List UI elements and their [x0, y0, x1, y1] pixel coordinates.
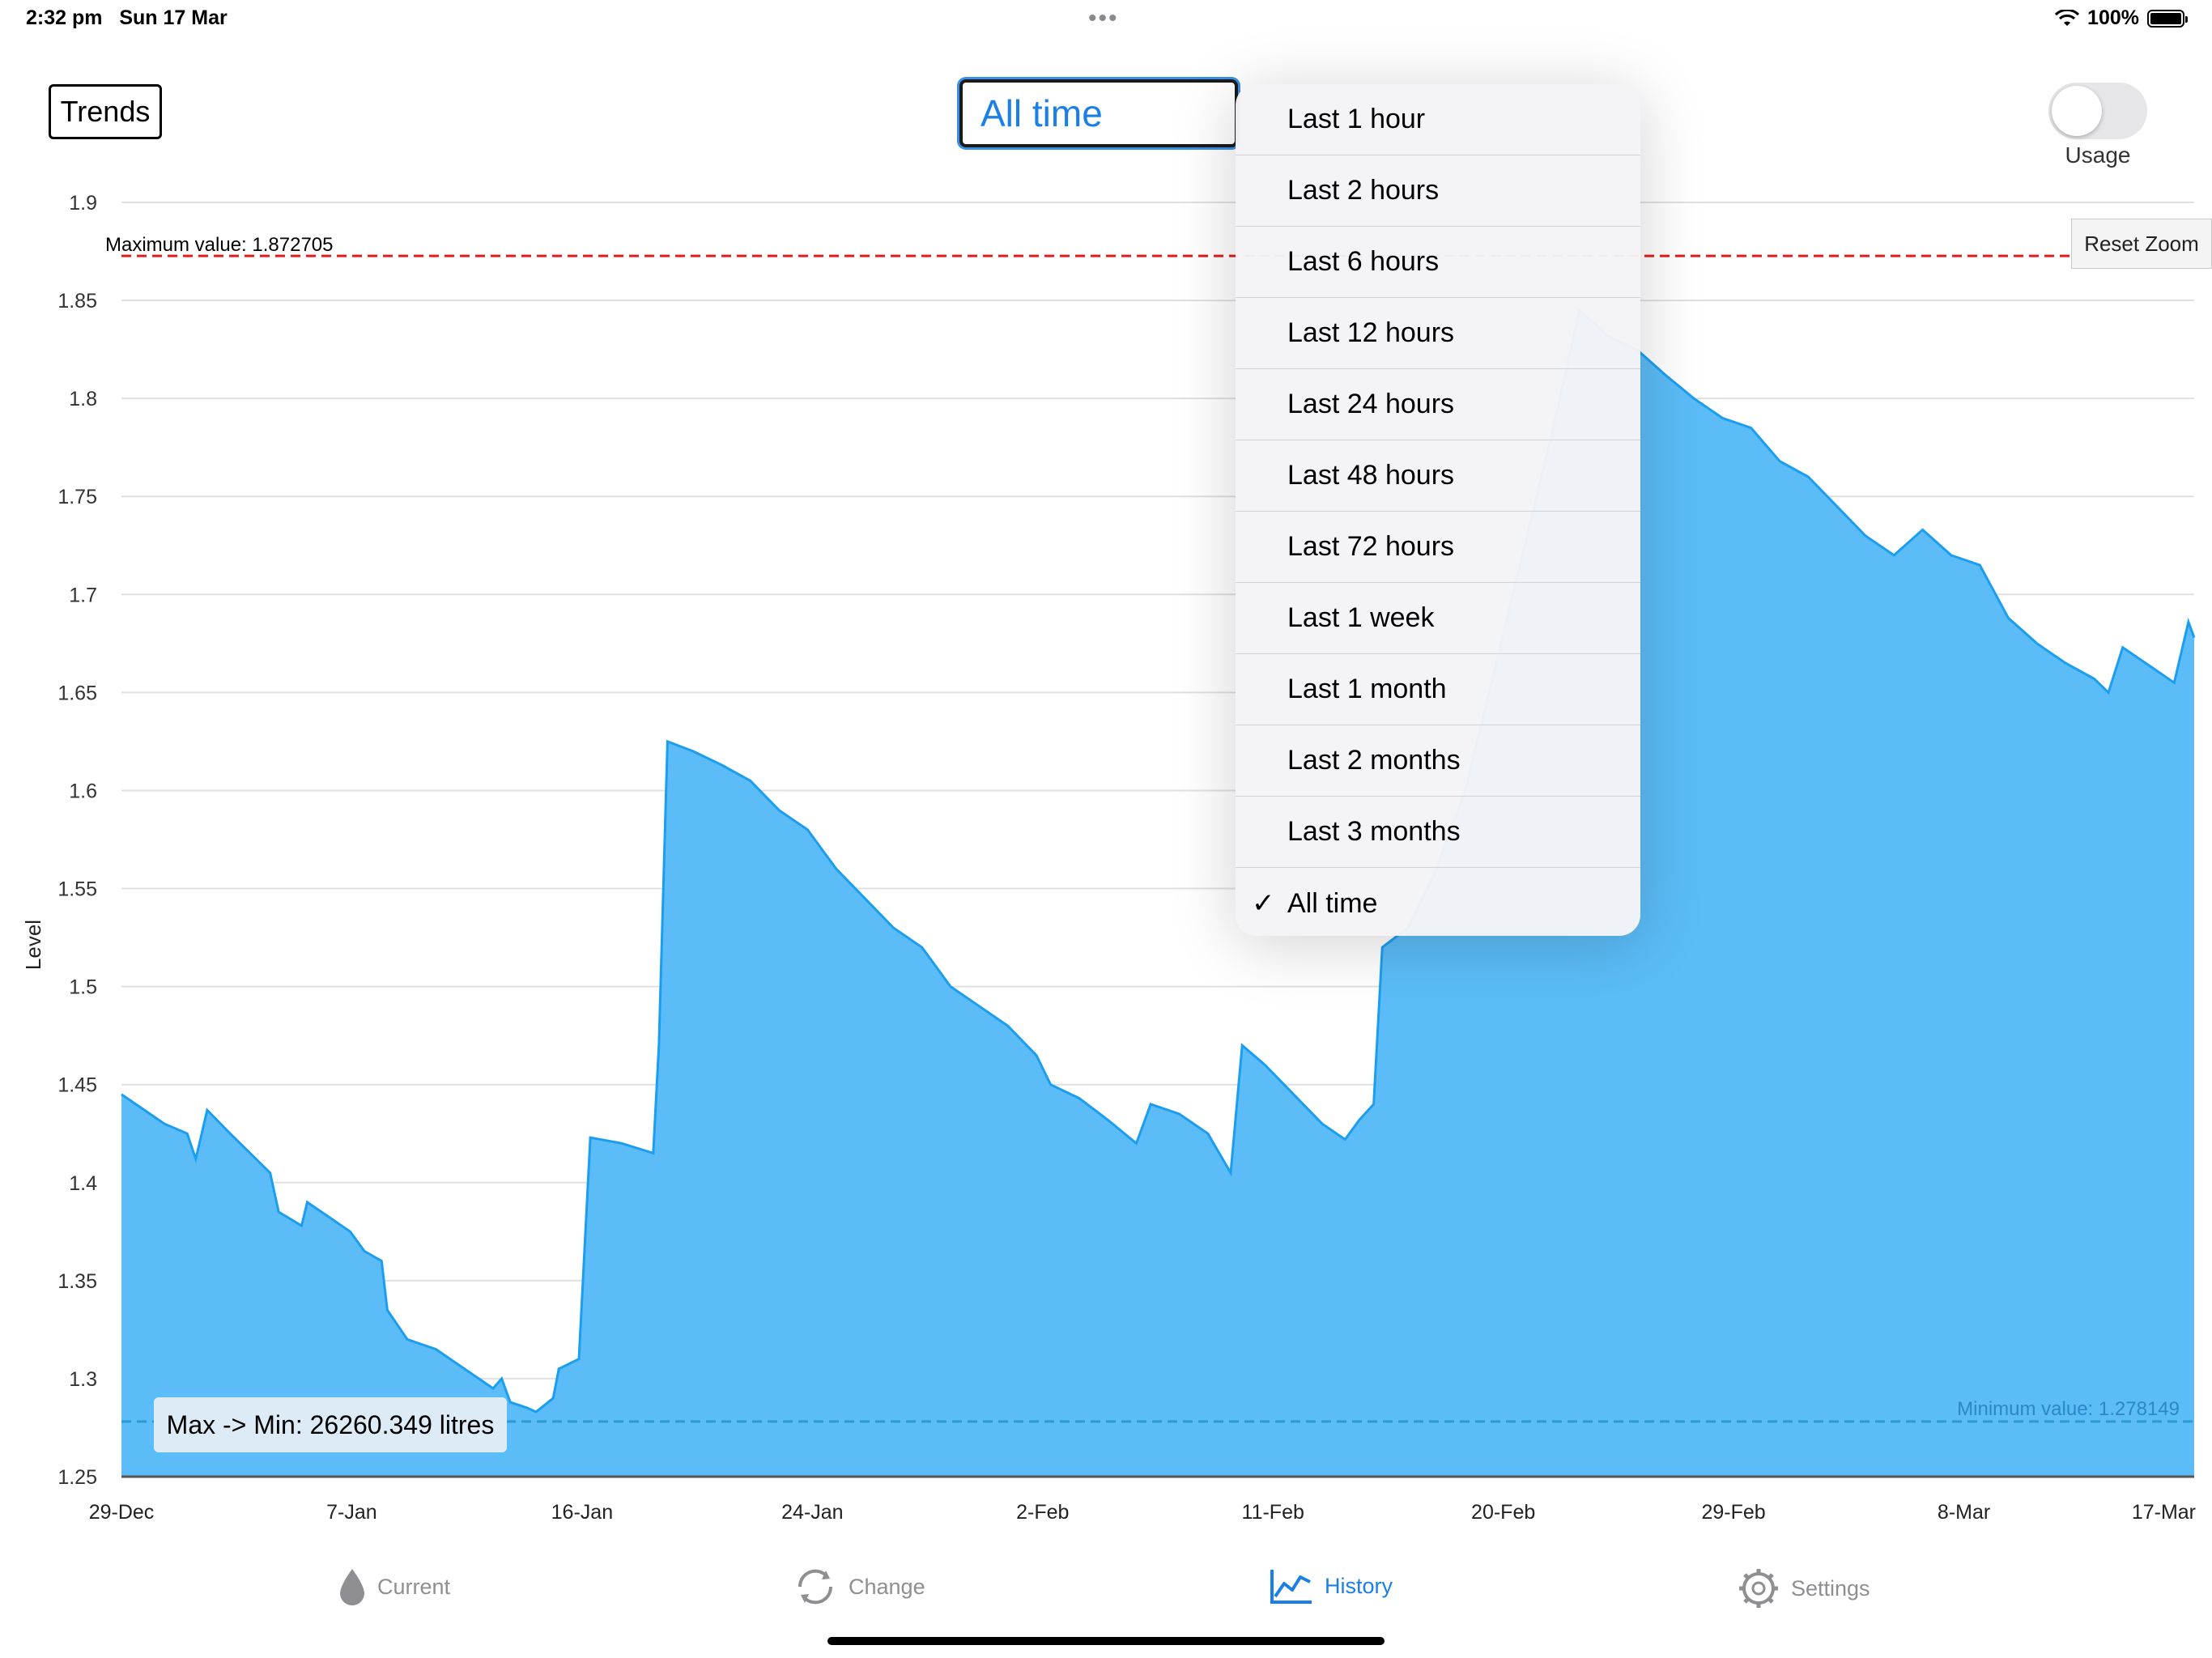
time-range-value: All time: [981, 92, 1103, 134]
time-range-dropdown[interactable]: Last 1 hour Last 2 hours Last 6 hours La…: [1236, 84, 1640, 936]
status-date: Sun 17 Mar: [119, 6, 228, 29]
y-tick-label: 1.25: [57, 1466, 97, 1489]
level-area: [121, 310, 2194, 1477]
x-tick-label: 7-Jan: [326, 1501, 377, 1524]
dropdown-item[interactable]: Last 1 hour: [1236, 84, 1640, 155]
dropdown-item-label: Last 12 hours: [1287, 317, 1455, 348]
dropdown-item-label: Last 2 months: [1287, 745, 1461, 776]
tab-current-label: Current: [377, 1574, 451, 1599]
y-axis-label: Level: [21, 920, 45, 970]
y-tick-label: 1.9: [69, 192, 97, 215]
dropdown-item[interactable]: Last 2 hours: [1236, 155, 1640, 227]
x-tick-label: 16-Jan: [551, 1501, 613, 1524]
x-tick-label: 17-Mar: [2132, 1501, 2196, 1524]
dropdown-item[interactable]: Last 2 months: [1236, 725, 1640, 797]
wifi-icon: [2055, 9, 2080, 26]
dropdown-item-label: Last 72 hours: [1287, 531, 1455, 562]
x-tick-label: 11-Feb: [1242, 1501, 1304, 1524]
time-range-select[interactable]: All time: [959, 79, 1238, 147]
y-tick-label: 1.6: [69, 780, 97, 802]
y-tick-label: 1.8: [69, 388, 97, 410]
status-right: 100%: [2055, 6, 2188, 30]
gear-icon: [1739, 1569, 1778, 1608]
history-chart[interactable]: 1.9 1.85 1.8 1.75 1.7 1.65 1.6 1.55 1.5 1.45 1.4 1.…: [0, 162, 2212, 1538]
y-tick-label: 1.65: [57, 682, 97, 704]
dropdown-item-label: All time: [1287, 887, 1378, 919]
x-tick-label: 2-Feb: [1016, 1501, 1069, 1524]
usage-toggle[interactable]: [2048, 83, 2147, 139]
level-line: [121, 308, 2196, 1414]
battery-icon: [2147, 9, 2188, 28]
dropdown-item-label: Last 24 hours: [1287, 389, 1455, 419]
tab-history-label: History: [1325, 1573, 1393, 1598]
dropdown-item[interactable]: Last 3 months: [1236, 797, 1640, 868]
tab-settings-label: Settings: [1791, 1575, 1870, 1601]
reset-zoom-button[interactable]: Reset Zoom: [2071, 219, 2212, 269]
dropdown-item[interactable]: Last 72 hours: [1236, 512, 1640, 583]
y-tick-label: 1.35: [57, 1270, 97, 1293]
x-tick-label: 29-Feb: [1702, 1501, 1766, 1524]
dropdown-item-label: Last 2 hours: [1287, 175, 1440, 206]
toggle-knob: [2052, 86, 2102, 136]
dropdown-item-selected[interactable]: ✓ All time: [1236, 868, 1640, 936]
y-tick-label: 1.85: [57, 290, 97, 312]
home-indicator: [827, 1637, 1385, 1645]
y-tick-label: 1.3: [69, 1368, 97, 1391]
x-tick-label: 8-Mar: [1938, 1501, 1990, 1524]
multitasking-dots[interactable]: •••: [1088, 5, 1119, 32]
y-tick-label: 1.7: [69, 584, 97, 606]
y-tick-label: 1.75: [57, 486, 97, 508]
dropdown-item-label: Last 1 hour: [1287, 104, 1426, 134]
chart-line-icon: [1270, 1570, 1312, 1604]
battery-percent: 100%: [2087, 6, 2139, 29]
tab-settings[interactable]: Settings: [1738, 1567, 1870, 1609]
trends-button[interactable]: Trends: [49, 84, 162, 139]
dropdown-item[interactable]: Last 24 hours: [1236, 369, 1640, 440]
checkmark-icon: ✓: [1252, 888, 1275, 919]
usage-label: Usage: [2065, 142, 2131, 168]
dropdown-item[interactable]: Last 48 hours: [1236, 440, 1640, 512]
tab-history[interactable]: History: [1270, 1567, 1393, 1605]
status-time-date: 2:32 pm Sun 17 Mar: [26, 6, 228, 30]
chart-svg[interactable]: 1.9 1.85 1.8 1.75 1.7 1.65 1.6 1.55 1.5 1.45 1.4 1.…: [0, 162, 2212, 1538]
max-min-annotation: Max -> Min: 26260.349 litres: [154, 1397, 507, 1452]
refresh-icon: [798, 1569, 833, 1605]
dropdown-item-label: Last 6 hours: [1287, 246, 1440, 277]
tab-change[interactable]: Change: [793, 1567, 925, 1606]
dropdown-item-label: Last 1 week: [1287, 602, 1435, 633]
y-tick-label: 1.5: [69, 976, 97, 999]
tab-bar: Current Change History Settings: [0, 1551, 2212, 1632]
dropdown-item[interactable]: Last 1 month: [1236, 654, 1640, 725]
dropdown-item[interactable]: Last 1 week: [1236, 583, 1640, 654]
water-drop-icon: [340, 1569, 364, 1605]
x-tick-label: 24-Jan: [781, 1501, 843, 1524]
dropdown-item[interactable]: Last 6 hours: [1236, 227, 1640, 298]
tab-change-label: Change: [849, 1574, 925, 1599]
status-bar: 2:32 pm Sun 17 Mar ••• 100%: [0, 0, 2212, 39]
y-tick-label: 1.4: [69, 1172, 97, 1195]
x-tick-label: 20-Feb: [1471, 1501, 1535, 1524]
x-tick-label: 29-Dec: [89, 1501, 155, 1524]
dropdown-item-label: Last 1 month: [1287, 674, 1447, 704]
dropdown-item[interactable]: Last 12 hours: [1236, 298, 1640, 369]
min-value-label: Minimum value: 1.278149: [1957, 1398, 2180, 1420]
status-time: 2:32 pm: [26, 6, 103, 29]
dropdown-item-label: Last 48 hours: [1287, 460, 1455, 491]
y-tick-label: 1.45: [57, 1074, 97, 1097]
tab-current[interactable]: Current: [338, 1567, 450, 1606]
dropdown-item-label: Last 3 months: [1287, 816, 1461, 847]
y-tick-label: 1.55: [57, 878, 97, 901]
max-value-label: Maximum value: 1.872705: [105, 234, 333, 256]
